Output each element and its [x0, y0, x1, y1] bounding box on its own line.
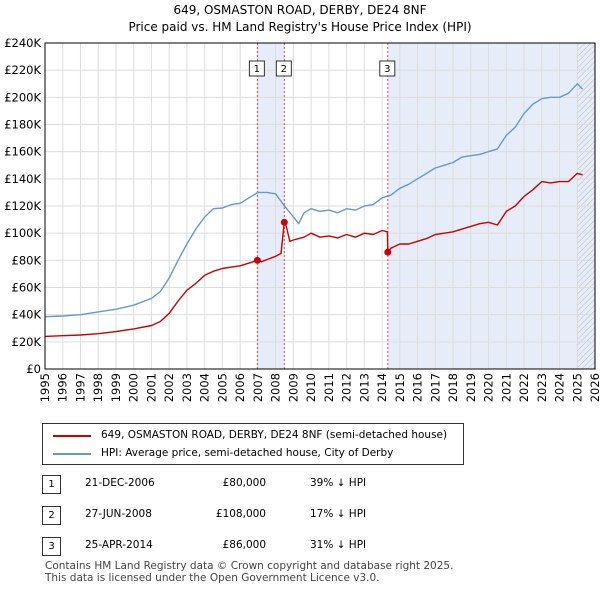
x-tick-label: 2006: [233, 373, 247, 402]
transaction-number: 3: [42, 537, 61, 556]
x-tick-label: 2016: [411, 373, 425, 402]
transaction-date: 21-DEC-2006: [85, 477, 155, 489]
x-tick-label: 1995: [38, 373, 52, 402]
x-tick-label: 1998: [91, 373, 105, 402]
x-tick-label: 2012: [340, 373, 354, 402]
transaction-price: £86,000: [222, 539, 266, 551]
transaction-number: 2: [42, 506, 61, 525]
x-tick-label: 2019: [464, 373, 478, 402]
transaction-row: 1 21-DEC-2006 £80,000 39% ↓ HPI: [0, 475, 600, 495]
transaction-row: 2 27-JUN-2008 £108,000 17% ↓ HPI: [0, 506, 600, 526]
x-tick-label: 2022: [517, 373, 531, 402]
x-tick-label: 1999: [109, 373, 123, 402]
transaction-marker-box: [379, 60, 396, 77]
chart-subtitle: Price paid vs. HM Land Registry's House …: [128, 20, 472, 34]
x-tick-label: 2013: [357, 373, 371, 402]
x-tick-label: 2002: [162, 373, 176, 402]
x-tick-label: 2005: [215, 373, 229, 402]
y-tick-label: £240K: [4, 36, 41, 50]
footer-copyright: Contains HM Land Registry data © Crown c…: [45, 560, 454, 572]
y-tick-label: £80K: [12, 253, 42, 267]
x-tick-label: 2010: [304, 373, 318, 402]
x-tick-label: 2025: [570, 373, 584, 402]
transaction-date: 25-APR-2014: [85, 539, 153, 551]
transaction-number: 1: [42, 475, 61, 494]
transaction-marker-box: [248, 60, 265, 77]
transaction-date: 27-JUN-2008: [85, 508, 152, 520]
transaction-price: £108,000: [215, 508, 266, 520]
transaction-point: [280, 218, 288, 226]
x-tick-label: 2000: [127, 373, 141, 402]
x-tick-label: 2009: [286, 373, 300, 402]
transaction-marker-box: [275, 60, 292, 77]
transaction-marker-label: 2: [281, 64, 287, 75]
transaction-marker-label: 3: [384, 64, 390, 75]
x-tick-label: 2017: [428, 373, 442, 402]
hpi-line: [44, 83, 584, 318]
transaction-hpi-diff: 31% ↓ HPI: [310, 539, 367, 551]
chart-title: 649, OSMASTON ROAD, DERBY, DE24 8NF: [173, 3, 427, 17]
transaction-hpi-diff: 39% ↓ HPI: [310, 477, 367, 489]
chart-legend: 649, OSMASTON ROAD, DERBY, DE24 8NF (sem…: [42, 423, 464, 465]
x-tick-label: 2023: [535, 373, 549, 402]
transaction-price: £80,000: [222, 477, 266, 489]
x-tick-label: 2014: [375, 373, 389, 402]
legend-swatch-property: [53, 435, 91, 437]
y-tick-label: £60K: [12, 281, 42, 295]
x-tick-label: 2001: [144, 373, 158, 402]
transaction-point: [384, 248, 392, 256]
legend-swatch-hpi: [53, 453, 91, 455]
x-tick-label: 2015: [393, 373, 407, 402]
x-tick-label: 2008: [269, 373, 283, 402]
y-tick-label: £180K: [4, 118, 41, 132]
property-price-line: [44, 172, 583, 338]
transaction-point: [253, 256, 261, 264]
x-tick-label: 2011: [322, 373, 336, 402]
y-tick-label: £0: [26, 362, 41, 376]
y-tick-label: £40K: [12, 308, 42, 322]
x-tick-label: 1997: [73, 373, 87, 402]
x-tick-label: 1996: [56, 373, 70, 402]
legend-label-property: 649, OSMASTON ROAD, DERBY, DE24 8NF (sem…: [101, 429, 448, 441]
x-tick-label: 2020: [482, 373, 496, 402]
y-tick-label: £20K: [12, 335, 42, 349]
x-tick-label: 2007: [251, 373, 265, 402]
y-tick-label: £100K: [4, 226, 41, 240]
x-tick-label: 2004: [198, 373, 212, 402]
x-tick-label: 2024: [553, 373, 567, 402]
transaction-row: 3 25-APR-2014 £86,000 31% ↓ HPI: [0, 537, 600, 557]
transaction-marker-label: 1: [254, 64, 260, 75]
x-tick-label: 2003: [180, 373, 194, 402]
y-tick-label: £220K: [4, 63, 41, 77]
y-tick-label: £140K: [4, 172, 41, 186]
y-tick-label: £200K: [4, 90, 41, 104]
footer-licence: This data is licensed under the Open Gov…: [45, 572, 380, 584]
y-tick-label: £160K: [4, 145, 41, 159]
x-tick-label: 2026: [588, 373, 600, 402]
x-tick-label: 2021: [499, 373, 513, 402]
y-tick-label: £120K: [4, 199, 41, 213]
plot-border: [44, 42, 596, 370]
x-tick-label: 2018: [446, 373, 460, 402]
price-chart: £0 £20K £40K £60K £80K £100K £120K £140K £160K £1…: [4, 36, 600, 402]
legend-label-hpi: HPI: Average price, semi-detached house,…: [101, 447, 394, 459]
transaction-hpi-diff: 17% ↓ HPI: [310, 508, 367, 520]
